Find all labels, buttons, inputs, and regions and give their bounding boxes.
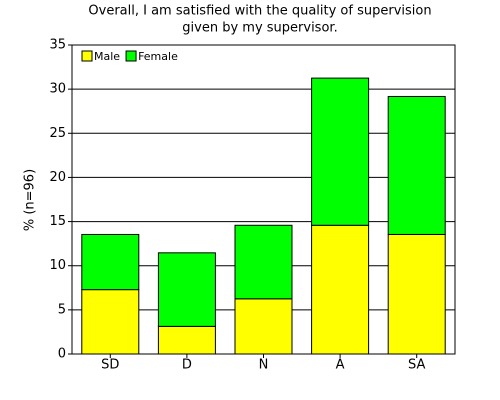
legend-swatch [125, 50, 137, 62]
y-tick-label: 35 [49, 38, 66, 53]
bar-segment [311, 224, 370, 355]
y-tick-label: 30 [49, 82, 66, 97]
x-tick-label: N [259, 358, 269, 373]
y-axis-label: % (n=96) [23, 169, 38, 231]
x-tick-label: SD [101, 358, 119, 373]
bar-segment [81, 233, 140, 291]
y-tick-label: 25 [49, 126, 66, 141]
x-tick-label: A [336, 358, 345, 373]
bar-segment [387, 95, 446, 235]
x-tick-label: SA [408, 358, 425, 373]
bar-segment [234, 298, 293, 355]
bar-segment [234, 224, 293, 300]
bar-segment [81, 289, 140, 355]
chart-title: given by my supervisor. [182, 21, 337, 36]
x-tick-label: D [182, 358, 192, 373]
chart-title: Overall, I am satisfied with the quality… [88, 4, 431, 19]
bar-segment [311, 77, 370, 226]
bar-segment [157, 325, 216, 355]
y-tick-label: 10 [49, 258, 66, 273]
y-tick-label: 0 [58, 347, 66, 362]
bar-segment [387, 233, 446, 355]
legend-label: Male [94, 50, 120, 63]
y-tick-label: 5 [58, 302, 66, 317]
y-tick-label: 20 [49, 170, 66, 185]
y-tick-label: 15 [49, 214, 66, 229]
legend-swatch [81, 50, 93, 62]
bar-segment [157, 252, 216, 327]
legend-label: Female [138, 50, 178, 63]
